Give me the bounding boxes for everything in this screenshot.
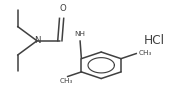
Text: CH₃: CH₃ xyxy=(139,50,152,56)
Text: CH₃: CH₃ xyxy=(60,78,73,84)
Text: N: N xyxy=(34,36,40,45)
Text: NH: NH xyxy=(75,31,86,37)
Text: O: O xyxy=(59,4,66,13)
Text: HCl: HCl xyxy=(143,34,165,47)
